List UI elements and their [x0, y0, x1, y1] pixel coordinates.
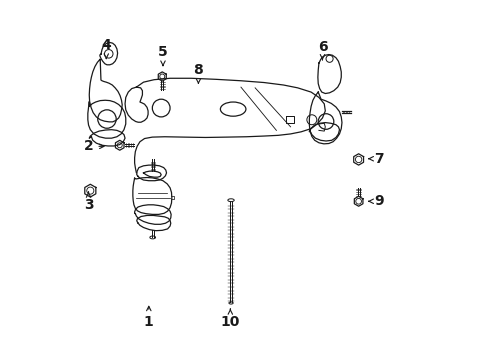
Text: 8: 8	[193, 63, 203, 83]
Text: 1: 1	[143, 306, 153, 329]
Text: 10: 10	[220, 309, 240, 329]
Text: 3: 3	[83, 192, 93, 212]
Text: 2: 2	[83, 139, 104, 153]
Text: 7: 7	[368, 152, 383, 166]
Text: 5: 5	[158, 45, 167, 66]
Text: 9: 9	[368, 194, 383, 208]
Text: 6: 6	[317, 40, 326, 60]
Text: 4: 4	[101, 38, 111, 58]
